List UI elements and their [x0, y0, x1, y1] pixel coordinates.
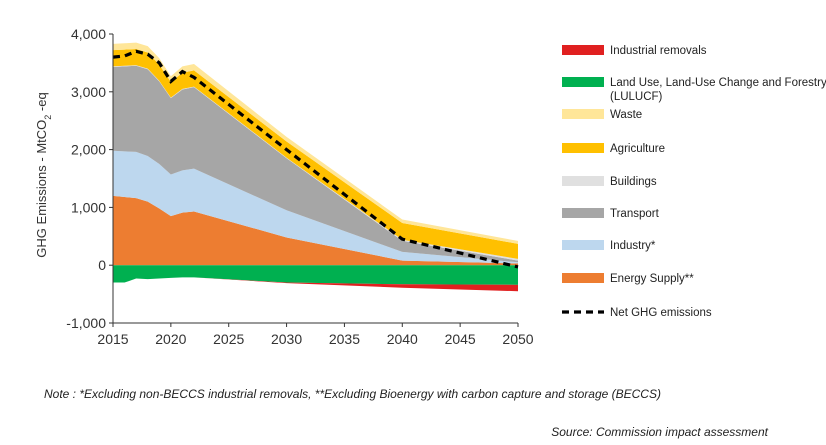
y-axis-title: GHG Emissions - MtCO2 -eq — [34, 92, 53, 257]
legend-swatch-transport — [562, 208, 604, 218]
x-tick-label: 2045 — [445, 331, 476, 347]
x-tick-label: 2040 — [387, 331, 418, 347]
legend-label-waste: Waste — [610, 109, 642, 121]
area-industry — [113, 150, 518, 264]
legend-swatch-industrial-removals — [562, 45, 604, 55]
legend-swatch-buildings — [562, 176, 604, 186]
axes: -1,000 0 1,000 2,000 3,000 4,000 2015 2020 2025 2… — [66, 26, 533, 347]
stacked-areas — [113, 42, 518, 266]
legend-label-cont: (LULUCF) — [610, 91, 663, 103]
legend-label-industrial-removals: Industrial removals — [610, 45, 707, 57]
legend: Industrial removals Land Use, Land-Use Ch… — [562, 45, 826, 319]
legend-label-energy-supply: Energy Supply** — [610, 273, 694, 285]
area-land-use-land-use-change-and-forestry-lulucf — [113, 265, 518, 285]
y-tick-label: 4,000 — [71, 26, 106, 42]
y-tick-label: 0 — [98, 257, 106, 273]
legend-label-buildings: Buildings — [610, 176, 657, 188]
area-energy-supply — [113, 195, 518, 266]
x-tick-label: 2025 — [213, 331, 244, 347]
legend-label-land-use-land-use-change-and-forestry: Land Use, Land-Use Change and Forestry — [610, 77, 826, 89]
y-tick-label: 3,000 — [71, 84, 106, 100]
footnote: Note : *Excluding non-BECCS industrial r… — [44, 387, 661, 401]
legend-swatch-energy-supply — [562, 273, 604, 283]
legend-swatch-waste — [562, 109, 604, 119]
x-tick-label: 2020 — [155, 331, 186, 347]
x-tick-label: 2030 — [271, 331, 302, 347]
legend-swatch-agriculture — [562, 143, 604, 153]
area-transport — [113, 65, 518, 263]
net-ghg-emissions-line — [112, 49, 519, 269]
area-agriculture — [113, 49, 518, 259]
legend-label-industry: Industry* — [610, 240, 656, 252]
net-emissions-line-group — [112, 49, 519, 269]
x-tick-label: 2050 — [502, 331, 533, 347]
legend-label-agriculture: Agriculture — [610, 143, 665, 155]
source-text: Source: Commission impact assessment — [551, 425, 768, 439]
y-tick-label: 1,000 — [71, 199, 106, 215]
legend-swatch-land-use-land-use-change-and-forestry — [562, 77, 604, 87]
legend-swatch-industry — [562, 240, 604, 250]
x-tick-label: 2035 — [329, 331, 360, 347]
legend-label-transport: Transport — [610, 208, 660, 220]
y-tick-label: -1,000 — [66, 315, 106, 331]
area-industrial-removals — [113, 277, 518, 292]
negative-areas — [113, 265, 518, 292]
y-tick-label: 2,000 — [71, 142, 106, 158]
legend-label-net-ghg-emissions: Net GHG emissions — [610, 307, 712, 319]
x-tick-label: 2015 — [97, 331, 128, 347]
